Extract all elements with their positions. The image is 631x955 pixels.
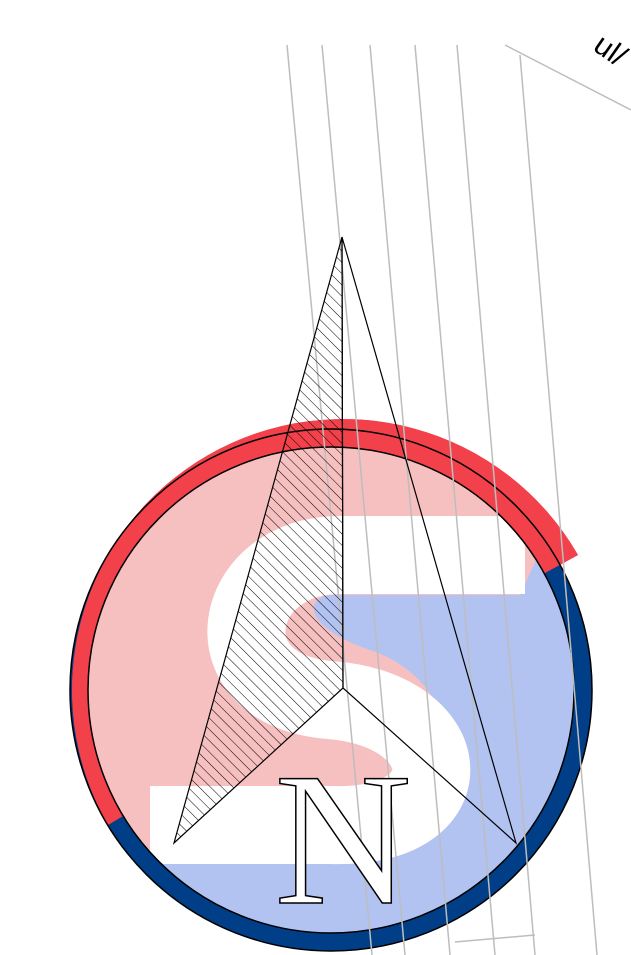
roads <box>286 44 631 955</box>
street-label: ul/ <box>588 28 631 74</box>
north-arrow: N <box>172 236 518 946</box>
north-label: N <box>274 735 411 945</box>
